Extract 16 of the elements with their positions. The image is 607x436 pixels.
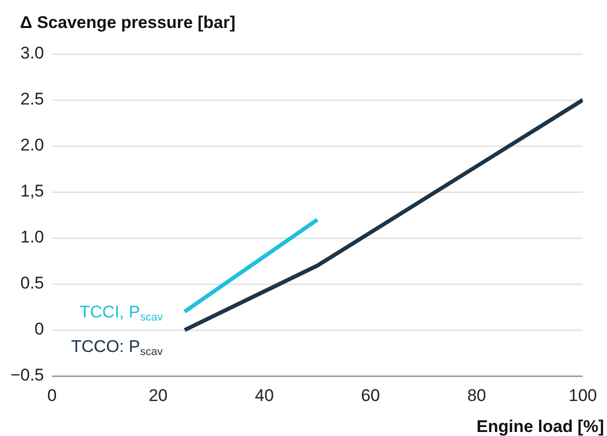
y-tick-label: 2.5 (20, 90, 44, 109)
y-tick-label: 1,5 (20, 182, 44, 201)
y-tick-label: 1.0 (20, 228, 44, 247)
x-tick-label: 100 (568, 386, 598, 405)
y-tick-label: 0.5 (20, 274, 44, 293)
y-tick-label: 2.0 (20, 136, 44, 155)
y-tick-label: −0.5 (10, 366, 44, 385)
y-tick-label: 0 (34, 320, 44, 339)
y-axis-title: Δ Scavenge pressure [bar] (20, 13, 236, 32)
x-tick-label: 60 (361, 386, 380, 405)
x-tick-label: 80 (467, 386, 486, 405)
x-tick-label: 40 (254, 386, 274, 405)
y-tick-label: 3.0 (20, 44, 44, 63)
x-tick-label: 0 (47, 386, 57, 405)
x-axis-title: Engine load [%] (476, 417, 604, 436)
x-tick-label: 20 (148, 386, 168, 405)
